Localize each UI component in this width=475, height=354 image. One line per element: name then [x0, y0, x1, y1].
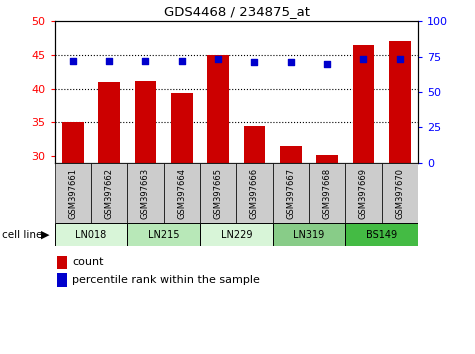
- Point: [360, 57, 367, 62]
- Bar: [244, 126, 266, 163]
- Bar: [91, 163, 127, 223]
- Bar: [345, 163, 381, 223]
- Point: [142, 58, 149, 64]
- Text: LN229: LN229: [220, 229, 252, 240]
- Bar: [171, 93, 193, 163]
- Text: GSM397661: GSM397661: [68, 168, 77, 219]
- Point: [396, 57, 404, 62]
- Bar: [309, 163, 345, 223]
- Bar: [280, 146, 302, 163]
- Text: percentile rank within the sample: percentile rank within the sample: [72, 275, 260, 285]
- Text: LN215: LN215: [148, 229, 180, 240]
- Bar: [57, 273, 67, 287]
- Bar: [207, 55, 229, 163]
- Bar: [381, 163, 418, 223]
- Bar: [237, 163, 273, 223]
- Point: [251, 59, 258, 65]
- Point: [214, 57, 222, 62]
- Text: GSM397664: GSM397664: [177, 168, 186, 219]
- Bar: [163, 163, 200, 223]
- Text: GSM397663: GSM397663: [141, 168, 150, 219]
- Text: ▶: ▶: [41, 229, 50, 240]
- Text: LN018: LN018: [76, 229, 106, 240]
- Bar: [200, 223, 273, 246]
- Text: cell line: cell line: [2, 229, 43, 240]
- Bar: [55, 163, 91, 223]
- Text: GSM397662: GSM397662: [104, 168, 114, 219]
- Text: LN319: LN319: [294, 229, 324, 240]
- Bar: [134, 81, 156, 163]
- Text: BS149: BS149: [366, 229, 397, 240]
- Text: GSM397666: GSM397666: [250, 168, 259, 219]
- Bar: [62, 122, 84, 163]
- Bar: [273, 163, 309, 223]
- Text: GSM397668: GSM397668: [323, 168, 332, 219]
- Text: GSM397670: GSM397670: [395, 168, 404, 219]
- Bar: [57, 256, 67, 269]
- Point: [69, 58, 76, 64]
- Bar: [352, 45, 374, 163]
- Text: GSM397667: GSM397667: [286, 168, 295, 219]
- Bar: [127, 163, 163, 223]
- Bar: [345, 223, 418, 246]
- Text: count: count: [72, 257, 104, 267]
- Text: GSM397665: GSM397665: [214, 168, 223, 219]
- Bar: [316, 155, 338, 163]
- Bar: [389, 41, 411, 163]
- Point: [287, 59, 294, 65]
- Text: GDS4468 / 234875_at: GDS4468 / 234875_at: [164, 5, 311, 18]
- Bar: [127, 223, 200, 246]
- Bar: [55, 223, 127, 246]
- Point: [105, 58, 113, 64]
- Point: [323, 61, 331, 67]
- Bar: [200, 163, 237, 223]
- Point: [178, 58, 186, 64]
- Bar: [273, 223, 345, 246]
- Bar: [98, 82, 120, 163]
- Text: GSM397669: GSM397669: [359, 168, 368, 219]
